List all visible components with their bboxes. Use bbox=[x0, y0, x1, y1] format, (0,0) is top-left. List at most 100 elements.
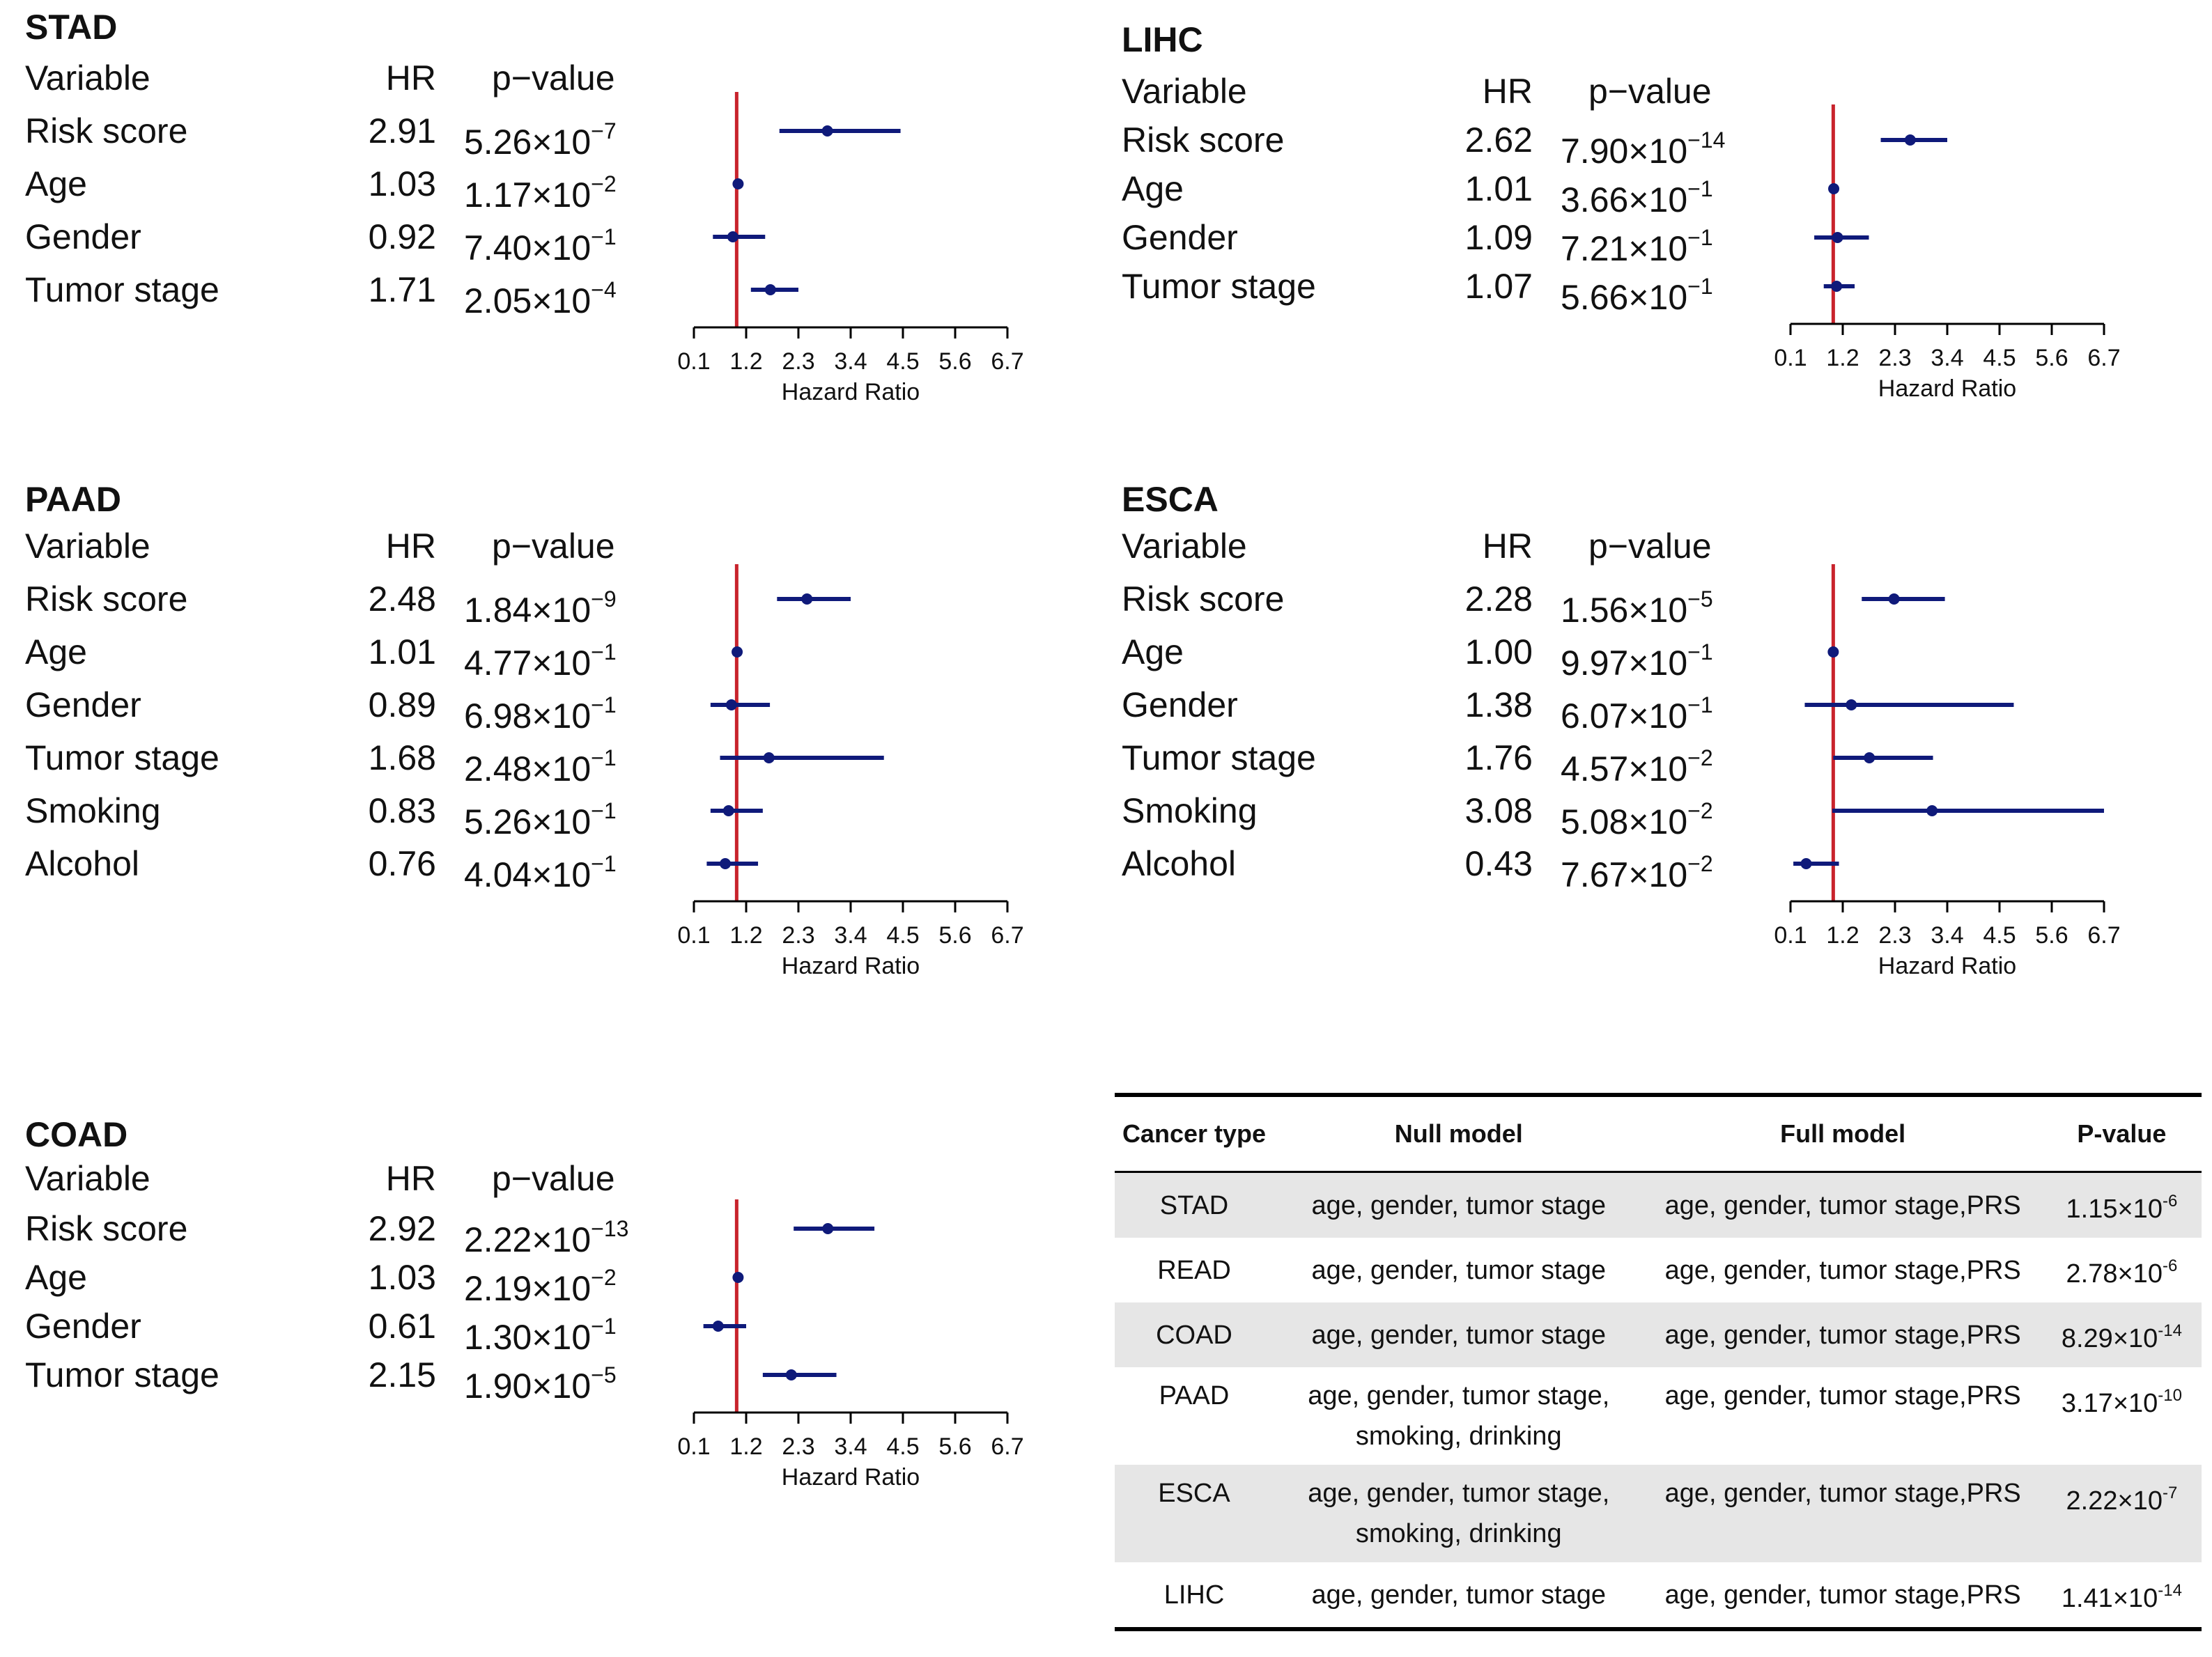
p-value-exponent: −2 bbox=[1687, 851, 1713, 876]
row-hr: 2.48 bbox=[368, 579, 436, 619]
x-tick-label: 3.4 bbox=[834, 348, 867, 375]
row-p-value: 7.21×10−1 bbox=[1561, 217, 1713, 270]
header-p-value: p−value bbox=[492, 1159, 615, 1198]
cell-p-value: 2.78×10-6 bbox=[2042, 1238, 2202, 1302]
cell-null-model: age, gender, tumor stage bbox=[1274, 1562, 1644, 1629]
row-hr: 1.03 bbox=[368, 164, 436, 203]
p-value-mantissa: 2.22×10 bbox=[2066, 1486, 2163, 1516]
p-value-exponent: −1 bbox=[1687, 639, 1713, 664]
cell-cancer-type: COAD bbox=[1115, 1302, 1274, 1367]
row-variable: Alcohol bbox=[25, 844, 139, 883]
row-variable: Age bbox=[25, 164, 87, 203]
p-value-mantissa: 1.84×10 bbox=[464, 591, 591, 630]
cell-p-value: 8.29×10-14 bbox=[2041, 1302, 2202, 1367]
row-hr: 0.83 bbox=[368, 791, 436, 830]
p-value-exponent: −13 bbox=[591, 1216, 629, 1241]
p-value-exponent: −1 bbox=[1687, 274, 1713, 299]
header-variable: Variable bbox=[25, 1159, 150, 1198]
panel-title: STAD bbox=[25, 8, 118, 47]
p-value-mantissa: 6.98×10 bbox=[464, 697, 591, 736]
hr-point bbox=[1827, 646, 1839, 658]
p-value-exponent: −1 bbox=[591, 745, 617, 770]
hr-point bbox=[722, 805, 734, 816]
p-value-mantissa: 5.66×10 bbox=[1561, 278, 1688, 317]
row-variable: Tumor stage bbox=[25, 270, 219, 309]
header-p-value: p−value bbox=[492, 527, 615, 566]
row-variable: Age bbox=[25, 632, 87, 671]
x-tick-label: 6.7 bbox=[991, 922, 1023, 949]
p-value-exponent: −1 bbox=[591, 639, 617, 664]
x-axis-label: Hazard Ratio bbox=[1878, 375, 2016, 402]
null-model-line2: smoking, drinking bbox=[1355, 1422, 1562, 1451]
null-model-line1: age, gender, tumor stage bbox=[1311, 1255, 1606, 1285]
row-variable: Smoking bbox=[25, 791, 161, 830]
forest-panel-paad: PAAD Variable HR p−value Risk score 2.48 1.84×… bbox=[25, 479, 1056, 979]
row-hr: 2.28 bbox=[1464, 579, 1533, 619]
p-value-exponent: −1 bbox=[591, 798, 617, 823]
p-value-exponent: -14 bbox=[2158, 1581, 2182, 1600]
cell-p-value: 1.41×10-14 bbox=[2042, 1562, 2202, 1629]
hr-point bbox=[712, 1321, 724, 1332]
row-variable: Tumor stage bbox=[1122, 267, 1316, 306]
p-value-mantissa: 8.29×10 bbox=[2061, 1324, 2158, 1353]
row-hr: 0.92 bbox=[368, 217, 436, 256]
x-tick-label: 5.6 bbox=[2035, 345, 2068, 371]
x-tick-label: 6.7 bbox=[2087, 922, 2120, 949]
row-p-value: 7.90×10−14 bbox=[1561, 119, 1725, 172]
x-tick-label: 6.7 bbox=[991, 1433, 1023, 1460]
panel-title: PAAD bbox=[25, 480, 121, 519]
row-hr: 1.01 bbox=[1464, 169, 1533, 208]
p-value-mantissa: 2.48×10 bbox=[464, 749, 591, 788]
table-row: LIHC age, gender, tumor stage age, gender,… bbox=[1115, 1562, 2202, 1629]
hr-point bbox=[1828, 183, 1840, 194]
row-variable: Gender bbox=[25, 685, 141, 724]
row-p-value: 2.22×10−13 bbox=[464, 1208, 628, 1261]
p-value-mantissa: 3.66×10 bbox=[1561, 180, 1688, 219]
row-variable: Tumor stage bbox=[25, 1355, 219, 1394]
table-row: STAD age, gender, tumor stage age, gender,… bbox=[1115, 1172, 2202, 1238]
row-variable: Gender bbox=[1122, 685, 1238, 724]
forest-panel-lihc: LIHC Variable HR p−value Risk score 2.62 7.90×… bbox=[1122, 20, 2153, 479]
null-model-line1: age, gender, tumor stage bbox=[1311, 1190, 1606, 1220]
panel-title: COAD bbox=[25, 1115, 128, 1154]
p-value-exponent: −5 bbox=[1687, 586, 1713, 612]
row-variable: Alcohol bbox=[1122, 844, 1236, 883]
row-variable: Age bbox=[25, 1258, 87, 1297]
p-value-exponent: −5 bbox=[591, 1362, 617, 1387]
row-hr: 2.62 bbox=[1464, 120, 1533, 160]
x-tick-label: 3.4 bbox=[1931, 345, 1963, 371]
header-hr: HR bbox=[1482, 72, 1533, 111]
p-value-mantissa: 1.15×10 bbox=[2066, 1195, 2163, 1224]
cell-null-model: age, gender, tumor stage, smoking, drinki… bbox=[1273, 1465, 1644, 1562]
cell-null-model: age, gender, tumor stage, smoking, drinki… bbox=[1274, 1367, 1644, 1465]
cell-cancer-type: ESCA bbox=[1115, 1465, 1274, 1562]
p-value-mantissa: 7.67×10 bbox=[1561, 855, 1688, 894]
p-value-exponent: −2 bbox=[1687, 798, 1713, 823]
row-p-value: 4.77×10−1 bbox=[464, 631, 617, 684]
row-variable: Risk score bbox=[25, 1209, 188, 1248]
p-value-exponent: −4 bbox=[591, 277, 617, 302]
header-p-value: p−value bbox=[1588, 72, 1712, 111]
p-value-mantissa: 1.41×10 bbox=[2061, 1584, 2158, 1613]
x-axis-label: Hazard Ratio bbox=[1878, 953, 2016, 979]
p-value-mantissa: 4.57×10 bbox=[1561, 749, 1688, 788]
cell-null-model: age, gender, tumor stage bbox=[1273, 1172, 1644, 1238]
cell-cancer-type: STAD bbox=[1115, 1172, 1274, 1238]
hr-point bbox=[822, 1223, 834, 1234]
p-value-mantissa: 3.17×10 bbox=[2061, 1389, 2158, 1418]
row-p-value: 1.84×10−9 bbox=[464, 578, 617, 631]
hr-point bbox=[720, 858, 731, 869]
forest-plot: 0.1 1.2 2.3 3.4 4.5 5.6 6.7 Hazard Ratio bbox=[1774, 104, 2121, 402]
x-axis-label: Hazard Ratio bbox=[782, 953, 920, 979]
p-value-exponent: −2 bbox=[1687, 745, 1713, 770]
forest-panel-stad: STAD Variable HR p−value Risk score 2.91 5.26×… bbox=[25, 7, 1056, 467]
hr-point bbox=[785, 1369, 797, 1380]
x-tick-label: 0.1 bbox=[677, 922, 710, 949]
row-p-value: 2.05×10−4 bbox=[464, 269, 617, 322]
x-tick-label: 4.5 bbox=[886, 922, 919, 949]
p-value-mantissa: 9.97×10 bbox=[1561, 644, 1688, 683]
row-hr: 2.92 bbox=[368, 1209, 436, 1248]
row-hr: 3.08 bbox=[1464, 791, 1533, 830]
header-hr: HR bbox=[385, 1159, 436, 1198]
row-variable: Gender bbox=[25, 1307, 141, 1346]
